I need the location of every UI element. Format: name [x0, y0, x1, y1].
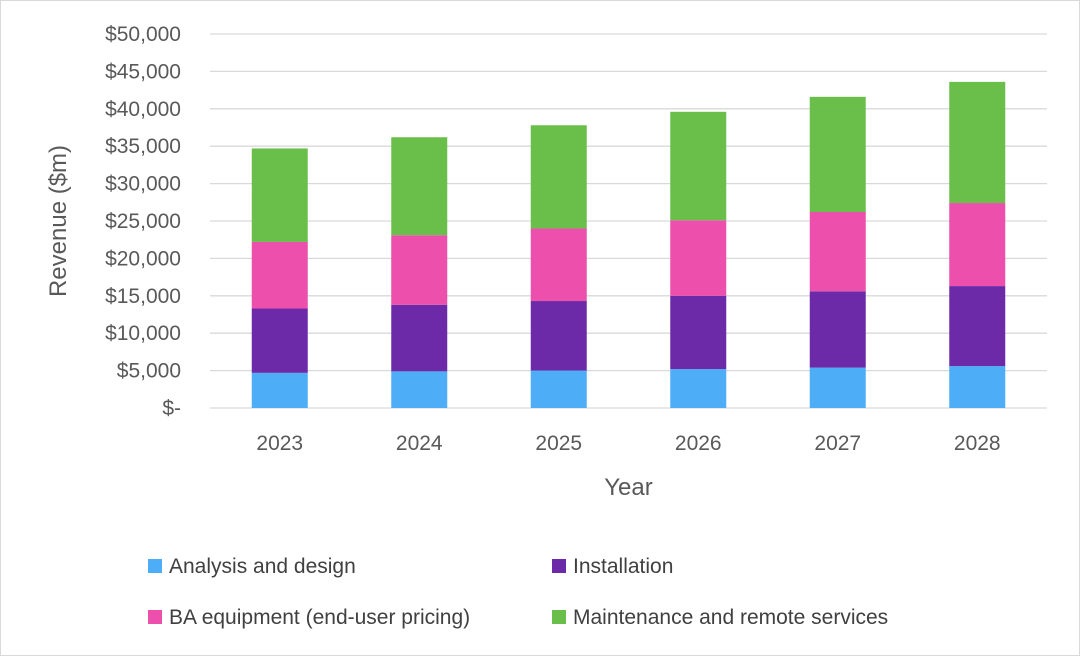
legend-label: Installation	[573, 555, 673, 578]
bar-segment	[530, 370, 587, 408]
y-axis-title: Revenue ($m)	[45, 145, 72, 297]
bar-segment	[809, 367, 866, 408]
legend: Analysis and design Installation BA equipm…	[148, 555, 888, 629]
y-tick-label: $45,000	[105, 60, 181, 83]
y-tick-label: $30,000	[105, 173, 181, 196]
bar-segment	[949, 286, 1006, 367]
bar-segment	[251, 372, 308, 408]
x-tick-label: 2024	[396, 432, 443, 455]
legend-item: BA equipment (end-user pricing)	[148, 606, 470, 629]
bar-segment	[251, 241, 308, 309]
legend-label: Maintenance and remote services	[573, 606, 888, 629]
y-tick-label: $15,000	[105, 285, 181, 308]
x-tick-label: 2026	[675, 432, 722, 455]
bar-segment	[530, 301, 587, 371]
legend-item: Maintenance and remote services	[552, 606, 888, 629]
bar-segment	[949, 203, 1006, 287]
y-tick-label: $25,000	[105, 210, 181, 233]
y-tick-label: $35,000	[105, 135, 181, 158]
y-tick-label: $-	[162, 397, 181, 420]
legend-label: Analysis and design	[169, 555, 356, 578]
bar-segment	[809, 291, 866, 368]
x-axis-title: Year	[604, 474, 653, 501]
legend-label: BA equipment (end-user pricing)	[169, 606, 470, 629]
legend-swatch	[148, 610, 162, 624]
y-tick-label: $5,000	[117, 360, 181, 383]
x-tick-label: 2023	[256, 432, 303, 455]
y-tick-label: $20,000	[105, 247, 181, 270]
x-tick-label: 2028	[954, 432, 1001, 455]
y-tick-label: $50,000	[105, 23, 181, 46]
bar-segment	[670, 295, 727, 370]
bar-segment	[809, 96, 866, 213]
bar-segment	[949, 81, 1006, 204]
bar-segment	[391, 137, 448, 236]
bars	[251, 81, 1006, 408]
axes: $- $5,000 $10,000 $15,000 $20,000 $25,000 $30,…	[45, 23, 1001, 501]
legend-item: Analysis and design	[148, 555, 356, 578]
bar-segment	[391, 304, 448, 372]
y-tick-label: $10,000	[105, 322, 181, 345]
bar-segment	[391, 235, 448, 305]
legend-swatch	[552, 559, 566, 573]
bar-segment	[251, 308, 308, 373]
bar-segment	[530, 125, 587, 229]
bar-segment	[530, 228, 587, 302]
legend-swatch	[148, 559, 162, 573]
bar-segment	[391, 371, 448, 408]
bar-segment	[809, 212, 866, 292]
legend-item: Installation	[552, 555, 673, 578]
gridlines	[210, 33, 1047, 409]
bar-segment	[670, 111, 727, 221]
y-tick-label: $40,000	[105, 98, 181, 121]
bar-segment	[670, 220, 727, 296]
x-tick-label: 2025	[535, 432, 582, 455]
bar-segment	[251, 148, 308, 242]
bar-segment	[949, 366, 1006, 408]
bar-segment	[670, 369, 727, 408]
legend-swatch	[552, 610, 566, 624]
x-tick-label: 2027	[814, 432, 861, 455]
